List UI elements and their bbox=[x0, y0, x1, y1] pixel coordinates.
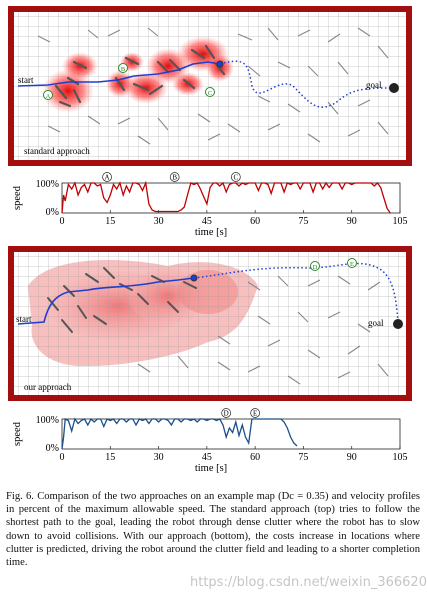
y-tick-label: 100% bbox=[36, 415, 59, 426]
marker-c bbox=[205, 87, 215, 97]
speed-series-line bbox=[61, 417, 298, 450]
annotation-marker bbox=[230, 172, 241, 182]
robot-icon bbox=[190, 274, 198, 282]
figure-caption: Fig. 6. Comparison of the two approaches… bbox=[6, 491, 420, 569]
annotation-marker bbox=[250, 408, 260, 418]
bottom-map: D E start goal our approach bbox=[8, 246, 412, 401]
speed-chart-bottom: 0 15 30 45 60 75 90 105 100% 0% time [s] speed D E bbox=[12, 408, 408, 474]
y-tick-label: 100% bbox=[36, 179, 59, 190]
speed-series-line bbox=[61, 180, 391, 214]
plot-frame bbox=[61, 418, 401, 450]
x-tick-label: 15 bbox=[105, 452, 115, 463]
goal-marker bbox=[389, 83, 399, 93]
marker-e-label: E bbox=[350, 261, 354, 268]
robot-icon bbox=[216, 60, 224, 68]
speed-chart-top: 0 15 30 45 60 75 90 105 100% 0% time [s] speed A B C bbox=[12, 172, 408, 238]
x-tick-label: 15 bbox=[105, 216, 115, 227]
clutter-obstacles bbox=[47, 267, 197, 333]
annotation-label: C bbox=[233, 174, 238, 182]
clutter-obstacles bbox=[54, 44, 226, 108]
annotation-marker bbox=[102, 172, 112, 182]
annotation-label: B bbox=[172, 174, 177, 182]
x-tick-label: 60 bbox=[250, 216, 260, 227]
plot-frame bbox=[61, 182, 401, 214]
x-tick-label: 105 bbox=[393, 216, 408, 227]
annotation-marker bbox=[221, 408, 232, 418]
goal-label: goal bbox=[368, 318, 384, 328]
x-axis-label: time [s] bbox=[195, 463, 227, 474]
marker-d bbox=[310, 261, 320, 271]
goal-label: goal bbox=[366, 80, 382, 90]
watermark: https://blog.csdn.net/weixin_36662031 bbox=[190, 575, 427, 590]
bottom-path-solid bbox=[17, 277, 195, 325]
annotation-label: E bbox=[253, 410, 257, 418]
map-caption: our approach bbox=[24, 382, 72, 392]
annotation-label: A bbox=[105, 174, 110, 182]
x-tick-label: 105 bbox=[393, 452, 408, 463]
map-caption: standard approach bbox=[24, 146, 90, 156]
sparse-obstacles bbox=[137, 275, 389, 385]
sparse-obstacles bbox=[37, 27, 389, 145]
marker-a-label: A bbox=[46, 93, 51, 100]
annotation-label: D bbox=[224, 410, 229, 418]
goal-marker bbox=[393, 319, 403, 329]
annotation-marker bbox=[169, 172, 180, 182]
start-label: start bbox=[16, 314, 32, 324]
x-tick-label: 45 bbox=[202, 216, 212, 227]
x-tick-label: 0 bbox=[60, 452, 65, 463]
x-tick-label: 60 bbox=[250, 452, 260, 463]
marker-e bbox=[347, 258, 357, 268]
x-tick-label: 90 bbox=[347, 216, 357, 227]
y-axis-label: speed bbox=[12, 421, 23, 446]
marker-a bbox=[43, 90, 53, 100]
x-axis-label: time [s] bbox=[195, 227, 227, 238]
x-tick-label: 75 bbox=[298, 452, 308, 463]
x-tick-label: 30 bbox=[154, 216, 164, 227]
y-tick-label: 0% bbox=[46, 207, 59, 218]
start-label: start bbox=[18, 75, 34, 85]
x-tick-label: 45 bbox=[202, 452, 212, 463]
x-tick-label: 75 bbox=[298, 216, 308, 227]
y-tick-label: 0% bbox=[46, 443, 59, 454]
marker-c-label: C bbox=[208, 90, 212, 97]
y-axis-label: speed bbox=[12, 185, 23, 210]
x-tick-label: 0 bbox=[60, 216, 65, 227]
top-path-solid bbox=[17, 61, 221, 87]
marker-b bbox=[118, 63, 128, 73]
x-tick-label: 30 bbox=[154, 452, 164, 463]
x-tick-label: 90 bbox=[347, 452, 357, 463]
marker-b-label: B bbox=[121, 66, 126, 73]
marker-d-label: D bbox=[313, 264, 318, 271]
top-map: A B C start goal standard approach bbox=[8, 6, 412, 166]
